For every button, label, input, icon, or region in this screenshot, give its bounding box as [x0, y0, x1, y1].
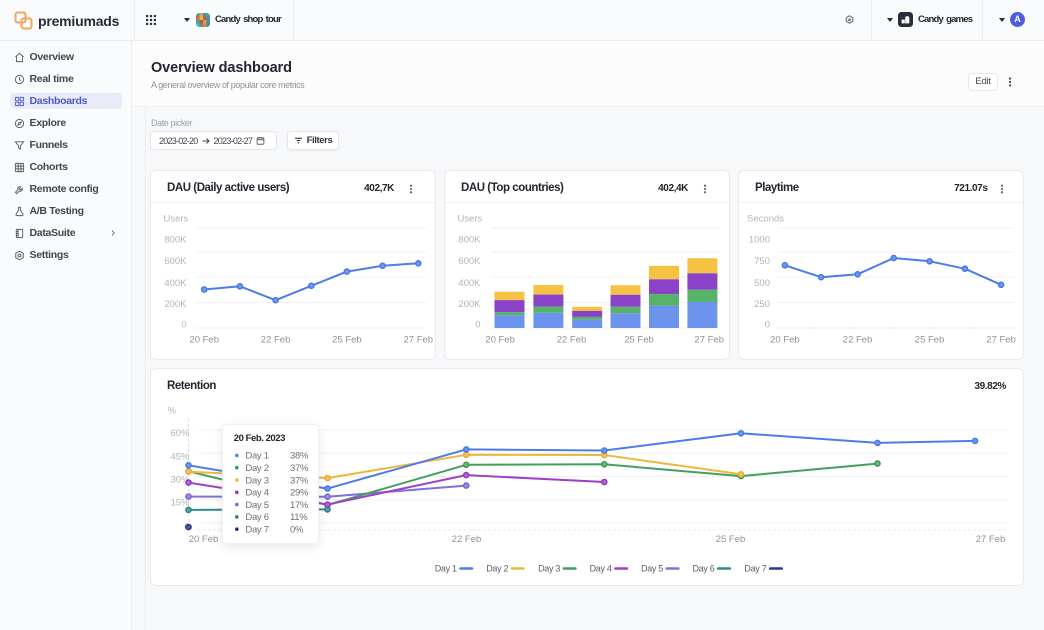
svg-text:800K: 800K — [458, 235, 481, 246]
svg-text:600K: 600K — [458, 256, 481, 267]
svg-text:400K: 400K — [164, 278, 187, 289]
svg-text:Day 3: Day 3 — [245, 475, 268, 486]
svg-text:15%: 15% — [170, 498, 190, 509]
svg-text:Users: Users — [164, 213, 189, 224]
svg-text:800K: 800K — [164, 235, 187, 246]
svg-text:1000: 1000 — [749, 235, 770, 246]
svg-text:0: 0 — [475, 320, 480, 331]
svg-text:27 Feb: 27 Feb — [986, 335, 1016, 346]
svg-text:Day 2: Day 2 — [245, 463, 268, 474]
svg-text:Users: Users — [458, 213, 483, 224]
svg-text:22 Feb: 22 Feb — [557, 335, 587, 346]
svg-text:600K: 600K — [164, 256, 187, 267]
svg-text:%: % — [168, 405, 177, 416]
svg-text:Day 6: Day 6 — [693, 564, 715, 574]
svg-text:25 Feb: 25 Feb — [332, 335, 362, 346]
svg-text:22 Feb: 22 Feb — [452, 534, 482, 545]
svg-text:Seconds: Seconds — [747, 213, 784, 224]
svg-text:Day 1: Day 1 — [435, 564, 457, 574]
svg-text:22 Feb: 22 Feb — [261, 335, 291, 346]
svg-text:20 Feb: 20 Feb — [485, 335, 515, 346]
svg-text:Day 3: Day 3 — [538, 564, 560, 574]
svg-text:60%: 60% — [170, 428, 190, 439]
svg-text:Day 6: Day 6 — [245, 512, 268, 523]
svg-text:250: 250 — [754, 299, 770, 310]
svg-text:29%: 29% — [290, 487, 309, 498]
svg-text:25 Feb: 25 Feb — [915, 335, 945, 346]
svg-text:38%: 38% — [290, 450, 309, 461]
svg-text:30%: 30% — [170, 474, 190, 485]
svg-text:22 Feb: 22 Feb — [843, 335, 873, 346]
svg-text:20 Feb: 20 Feb — [189, 335, 219, 346]
svg-text:Day 5: Day 5 — [641, 564, 663, 574]
svg-text:750: 750 — [754, 256, 770, 267]
svg-text:27 Feb: 27 Feb — [976, 534, 1006, 545]
svg-text:37%: 37% — [290, 463, 309, 474]
svg-text:37%: 37% — [290, 475, 309, 486]
svg-text:0%: 0% — [290, 524, 304, 535]
svg-text:25 Feb: 25 Feb — [624, 335, 654, 346]
svg-text:Day 2: Day 2 — [486, 564, 508, 574]
svg-text:0: 0 — [765, 320, 770, 331]
svg-text:0: 0 — [181, 320, 186, 331]
svg-text:Day 7: Day 7 — [744, 564, 766, 574]
svg-text:Day 4: Day 4 — [590, 564, 612, 574]
svg-text:Day 5: Day 5 — [245, 500, 268, 511]
svg-text:27 Feb: 27 Feb — [404, 335, 434, 346]
svg-text:500: 500 — [754, 278, 770, 289]
svg-text:Day 4: Day 4 — [245, 487, 268, 498]
svg-text:400K: 400K — [458, 278, 481, 289]
svg-text:Day 7: Day 7 — [245, 524, 268, 535]
svg-text:20 Feb: 20 Feb — [770, 335, 800, 346]
svg-text:25 Feb: 25 Feb — [716, 534, 746, 545]
svg-text:200K: 200K — [458, 299, 481, 310]
svg-text:27 Feb: 27 Feb — [694, 335, 724, 346]
svg-text:Day 1: Day 1 — [245, 450, 268, 461]
svg-text:200K: 200K — [164, 299, 187, 310]
svg-text:11%: 11% — [290, 512, 308, 523]
svg-text:17%: 17% — [290, 500, 309, 511]
svg-text:20 Feb: 20 Feb — [189, 534, 219, 545]
svg-text:45%: 45% — [170, 451, 190, 462]
